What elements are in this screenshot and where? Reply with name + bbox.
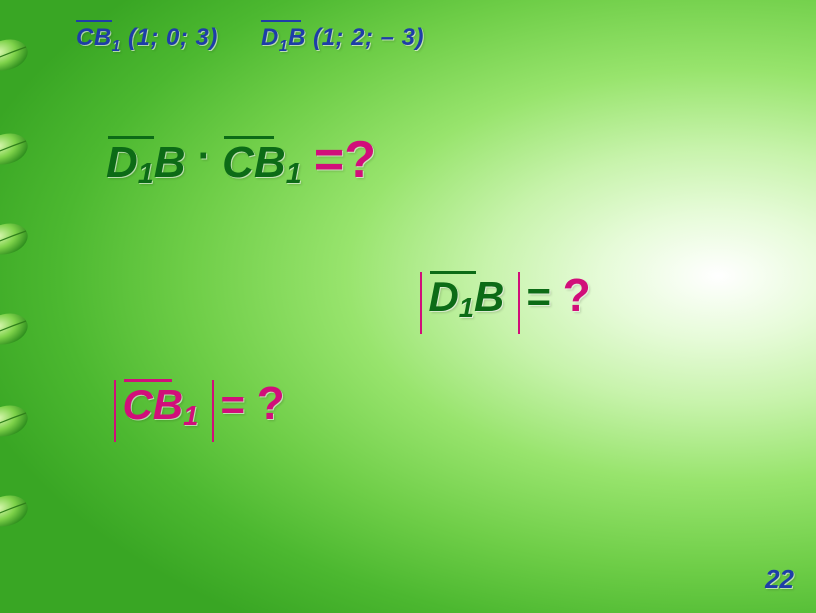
text: B [288,24,306,51]
magnitude-bar-right [518,272,520,334]
magnitude-d1b-expression: D1B = ? [418,268,591,338]
vector-cb1: CB1 [122,381,198,432]
bullet-list [0,8,56,608]
question-mark: ? [257,377,285,429]
text: D [106,138,138,187]
text: D [261,24,279,51]
subscript: 1 [138,158,154,190]
text: D [428,273,458,320]
dot-product-expression: D1B · CB1 =? [106,130,376,191]
subscript: 1 [183,400,198,431]
text: B [154,138,186,187]
question-mark: ? [563,269,591,321]
magnitude-bar-left [420,272,422,334]
dot-operator: · [198,134,222,178]
subscript: 1 [279,38,288,55]
subscript: 1 [286,158,302,190]
bullet-leaf-icon [0,400,32,442]
subscript: 1 [112,38,121,55]
d1b-coords: (1; 2; – 3) [306,24,424,51]
page-number: 22 [765,564,794,595]
vector-d1b-label: D1B [261,24,306,56]
equals: = [220,381,256,428]
slide: CB1 (1; 0; 3) D1B (1; 2; – 3) D1B · CB1 … [0,0,816,613]
equals-question: =? [314,131,376,189]
vector-d1b: D1B [428,273,504,324]
subscript: 1 [459,292,474,323]
bullet-leaf-icon [0,34,32,76]
magnitude-bar-right [212,380,214,442]
text: CB [76,24,112,51]
text: CB [122,381,183,428]
vector-cb1-label: CB1 [76,24,121,56]
magnitude-cb1-expression: CB1 = ? [112,376,285,446]
text: CB [222,138,286,187]
magnitude-bar-left [114,380,116,442]
bullet-leaf-icon [0,308,32,350]
equals: = [526,273,562,320]
text: B [474,273,504,320]
bullet-leaf-icon [0,490,32,532]
bullet-leaf-icon [0,128,32,170]
cb1-coords: (1; 0; 3) [121,24,218,51]
vector-cb1: CB1 [222,138,301,191]
vector-definitions-line: CB1 (1; 0; 3) D1B (1; 2; – 3) [76,24,424,56]
vector-d1b: D1B [106,138,185,191]
bullet-leaf-icon [0,218,32,260]
